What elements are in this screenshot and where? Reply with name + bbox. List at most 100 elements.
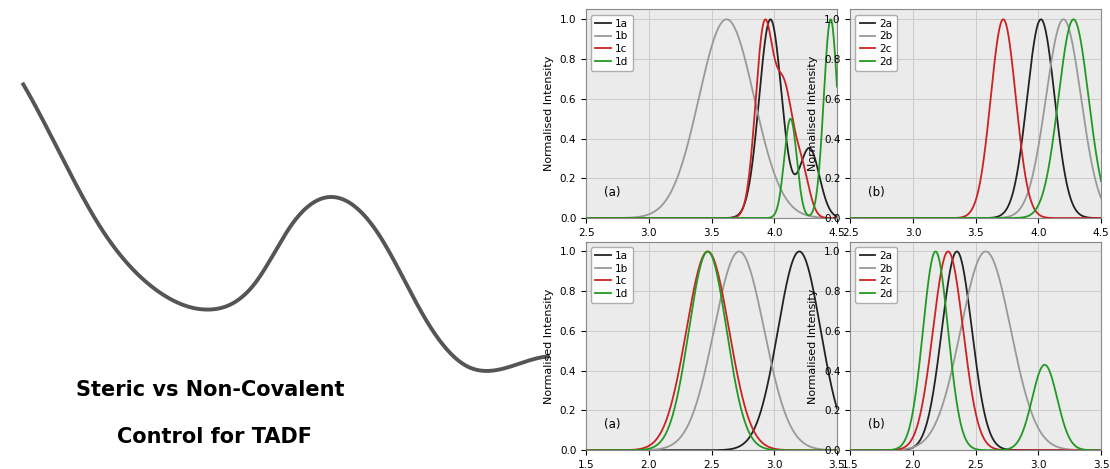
2d	[1094, 178, 1108, 184]
1b	[830, 215, 844, 221]
1a	[676, 215, 689, 221]
2a	[1035, 16, 1048, 22]
1c	[830, 447, 844, 453]
1b	[579, 215, 593, 221]
1a	[676, 447, 689, 453]
2a	[1094, 447, 1108, 453]
2d	[1067, 16, 1080, 22]
1c	[579, 447, 593, 453]
1a	[686, 447, 699, 453]
Text: Steric vs Non-Covalent: Steric vs Non-Covalent	[75, 380, 344, 400]
1d	[608, 215, 622, 221]
Line: 1b: 1b	[586, 19, 837, 218]
2d	[872, 447, 886, 453]
2b	[872, 215, 886, 221]
X-axis label: Energy / eV: Energy / eV	[944, 243, 1008, 253]
1a	[764, 16, 777, 22]
Line: 1a: 1a	[586, 251, 837, 450]
1c	[623, 215, 636, 221]
1a	[826, 210, 839, 216]
2b	[979, 249, 992, 254]
2d	[1090, 447, 1103, 453]
1d	[686, 300, 699, 306]
Line: 2d: 2d	[850, 251, 1101, 450]
2a	[1090, 447, 1103, 453]
2b	[940, 389, 953, 395]
1b	[826, 215, 839, 221]
2d	[929, 249, 942, 254]
X-axis label: Energy / eV: Energy / eV	[679, 243, 744, 253]
1c	[686, 290, 699, 296]
2b	[950, 215, 963, 221]
Line: 1b: 1b	[586, 251, 837, 450]
2b	[1090, 447, 1103, 453]
Line: 1c: 1c	[586, 251, 837, 450]
2a	[950, 249, 963, 254]
1c	[579, 215, 593, 221]
Line: 2c: 2c	[850, 251, 1101, 450]
2a	[887, 215, 900, 221]
2d	[1090, 152, 1103, 158]
2c	[1094, 447, 1108, 453]
2a	[950, 215, 963, 221]
2c	[1090, 215, 1103, 221]
2b	[887, 215, 900, 221]
1c	[826, 447, 839, 453]
1d	[830, 84, 844, 90]
1d	[826, 21, 839, 26]
1d	[579, 447, 593, 453]
1c	[798, 167, 811, 173]
2b	[1094, 195, 1108, 201]
1c	[798, 447, 811, 453]
2a	[1062, 191, 1076, 197]
1d	[824, 16, 837, 22]
2b	[1057, 16, 1070, 22]
2a	[844, 447, 857, 453]
1a	[793, 249, 806, 254]
1d	[623, 447, 636, 453]
1d	[826, 447, 839, 453]
1c	[826, 215, 839, 221]
Line: 1c: 1c	[586, 19, 837, 218]
2a	[1094, 215, 1108, 221]
Line: 1a: 1a	[586, 19, 837, 218]
2b	[1062, 27, 1076, 32]
2d	[887, 446, 900, 452]
2c	[940, 250, 953, 256]
1a	[798, 256, 811, 261]
2a	[844, 215, 857, 221]
1c	[608, 215, 622, 221]
1a	[608, 215, 622, 221]
Line: 2d: 2d	[850, 19, 1101, 218]
1b	[623, 447, 636, 453]
Y-axis label: Normalised Intensity: Normalised Intensity	[544, 288, 554, 404]
Y-axis label: Normalised Intensity: Normalised Intensity	[808, 288, 818, 404]
2c	[951, 283, 965, 289]
1b	[676, 160, 689, 166]
2d	[844, 447, 857, 453]
1c	[608, 447, 622, 453]
2a	[951, 249, 965, 254]
1a	[826, 386, 839, 392]
2b	[1090, 181, 1103, 186]
2c	[872, 215, 886, 221]
2a	[872, 215, 886, 221]
1a	[830, 214, 844, 219]
1d	[623, 215, 636, 221]
2b	[844, 447, 857, 453]
Y-axis label: Normalised Intensity: Normalised Intensity	[808, 56, 818, 172]
2d	[951, 404, 965, 409]
1d	[798, 208, 811, 214]
1b	[798, 441, 811, 447]
1a	[623, 447, 636, 453]
Y-axis label: Normalised Intensity: Normalised Intensity	[544, 56, 554, 172]
1b	[608, 215, 622, 221]
1d	[798, 447, 811, 453]
1a	[579, 215, 593, 221]
2d	[1094, 447, 1108, 453]
2a	[872, 447, 886, 453]
1b	[733, 249, 746, 254]
1b	[686, 120, 699, 125]
1c	[623, 447, 636, 453]
2b	[940, 215, 953, 221]
